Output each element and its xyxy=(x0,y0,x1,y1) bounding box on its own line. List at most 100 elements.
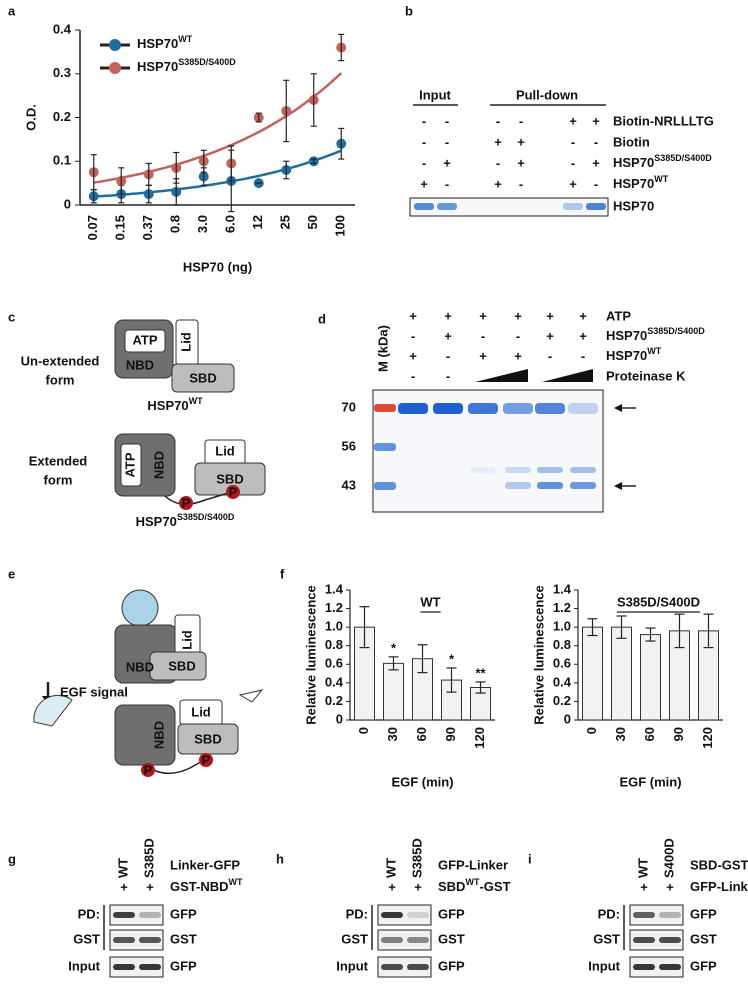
row-label: HSP70S385D/S400D xyxy=(606,326,705,343)
lane-sign: + xyxy=(444,308,452,323)
panel-letter: h xyxy=(276,851,284,866)
lane-sign: - xyxy=(519,176,523,191)
protein-name: HSP70WT xyxy=(147,396,203,413)
x-tick-label: 30 xyxy=(385,727,400,741)
trend-line xyxy=(93,149,342,198)
y-tick-label: 0 xyxy=(64,196,71,211)
superscript: WT xyxy=(229,877,243,887)
x-tick-label: 0.15 xyxy=(113,215,128,240)
bar xyxy=(640,634,661,721)
band xyxy=(570,467,596,473)
arrowhead xyxy=(614,404,622,412)
y-tick-label: 1.4 xyxy=(553,581,572,596)
blot-label: GST xyxy=(170,931,197,946)
x-tick-label: 0 xyxy=(356,727,371,734)
marker-band xyxy=(374,404,396,412)
lane-sign: + xyxy=(409,348,417,363)
error-bar xyxy=(283,160,290,180)
domain-label: NBD xyxy=(126,659,154,674)
panel-letter: f xyxy=(280,566,285,581)
released-substrate xyxy=(238,689,264,703)
error-bar xyxy=(475,681,486,694)
blot xyxy=(629,956,684,978)
band xyxy=(407,912,429,918)
blot-label: GFP xyxy=(438,958,465,973)
error-bar xyxy=(255,112,262,123)
lane-sign: + xyxy=(479,348,487,363)
x-tick-label: 90 xyxy=(443,727,458,741)
blot-label: GST xyxy=(438,931,465,946)
row-label: Proteinase K xyxy=(606,368,686,383)
y-tick-label: 0.4 xyxy=(325,674,344,689)
lane-sign: + xyxy=(569,176,577,191)
phospho-label: P xyxy=(144,762,153,777)
error-bar xyxy=(703,613,714,649)
row-label: GST-NBDWT xyxy=(170,877,243,894)
x-axis-label: EGF (min) xyxy=(619,774,681,789)
y-tick-label: 1.4 xyxy=(325,581,344,596)
band xyxy=(113,937,135,943)
x-tick-label: 60 xyxy=(642,727,657,741)
row-label: Input xyxy=(336,958,368,973)
x-tick-label: 0.8 xyxy=(168,215,183,233)
panel-letter: d xyxy=(318,311,326,326)
protein-name: HSP70S385D/S400D xyxy=(136,512,235,529)
lane-sign: + xyxy=(569,113,577,128)
lane-sign: - xyxy=(422,113,426,128)
blot xyxy=(377,956,432,978)
legend-label: HSP70S385D/S400D xyxy=(137,57,236,74)
band xyxy=(633,912,655,918)
domain-label: Lid xyxy=(215,443,235,458)
y-tick-label: 0 xyxy=(564,711,571,726)
phospho-label: P xyxy=(202,752,211,767)
domain-label: Lid xyxy=(191,704,211,719)
blot-label: GFP xyxy=(690,958,717,973)
label-part: SBD xyxy=(438,879,465,894)
x-tick-label: 12 xyxy=(250,215,265,229)
panel-letter: b xyxy=(405,3,413,18)
superscript: WT xyxy=(647,346,661,356)
band xyxy=(381,912,403,918)
label-part: HSP70 xyxy=(136,514,177,529)
y-axis-label: Relative luminescence xyxy=(531,585,546,724)
band xyxy=(586,203,606,210)
domain-label: SBD xyxy=(189,370,216,385)
row-label: Input xyxy=(588,958,620,973)
x-tick-label: 0.07 xyxy=(85,215,100,240)
blot xyxy=(109,956,164,978)
superscript: S385D/S400D xyxy=(178,57,236,67)
x-tick-label: 6.0 xyxy=(223,215,238,233)
row-label: PD: xyxy=(346,906,368,921)
y-tick-label: 1.0 xyxy=(325,619,343,634)
x-tick-label: 90 xyxy=(671,727,686,741)
band xyxy=(505,482,531,489)
lane-sign: - xyxy=(481,328,485,343)
lane-sign: - xyxy=(411,368,415,383)
x-tick-label: 120 xyxy=(700,727,715,749)
blot xyxy=(377,929,432,951)
lane-sign: + xyxy=(443,155,451,170)
row-label: Biotin-NRLLLTG xyxy=(613,113,714,128)
band xyxy=(570,482,596,489)
phospho-label: P xyxy=(229,484,238,499)
band xyxy=(535,403,565,414)
lane-label: WT xyxy=(115,858,130,878)
significance-label: * xyxy=(391,640,397,655)
error-bar xyxy=(118,167,125,195)
lane-sign: + xyxy=(666,879,674,894)
legend-marker xyxy=(109,62,121,74)
row-label: GST xyxy=(341,931,368,946)
label-part: HSP70 xyxy=(606,348,647,363)
band xyxy=(437,203,457,210)
superscript: WT xyxy=(654,174,668,184)
lane-sign: + xyxy=(494,176,502,191)
band xyxy=(139,964,161,970)
band xyxy=(659,912,681,918)
lane-sign: - xyxy=(519,113,523,128)
lane-sign: - xyxy=(496,113,500,128)
form-label: Extended xyxy=(29,453,88,468)
lane-sign: - xyxy=(548,348,552,363)
panel-letter: g xyxy=(8,851,16,866)
error-bar xyxy=(645,627,656,642)
band xyxy=(537,482,563,489)
